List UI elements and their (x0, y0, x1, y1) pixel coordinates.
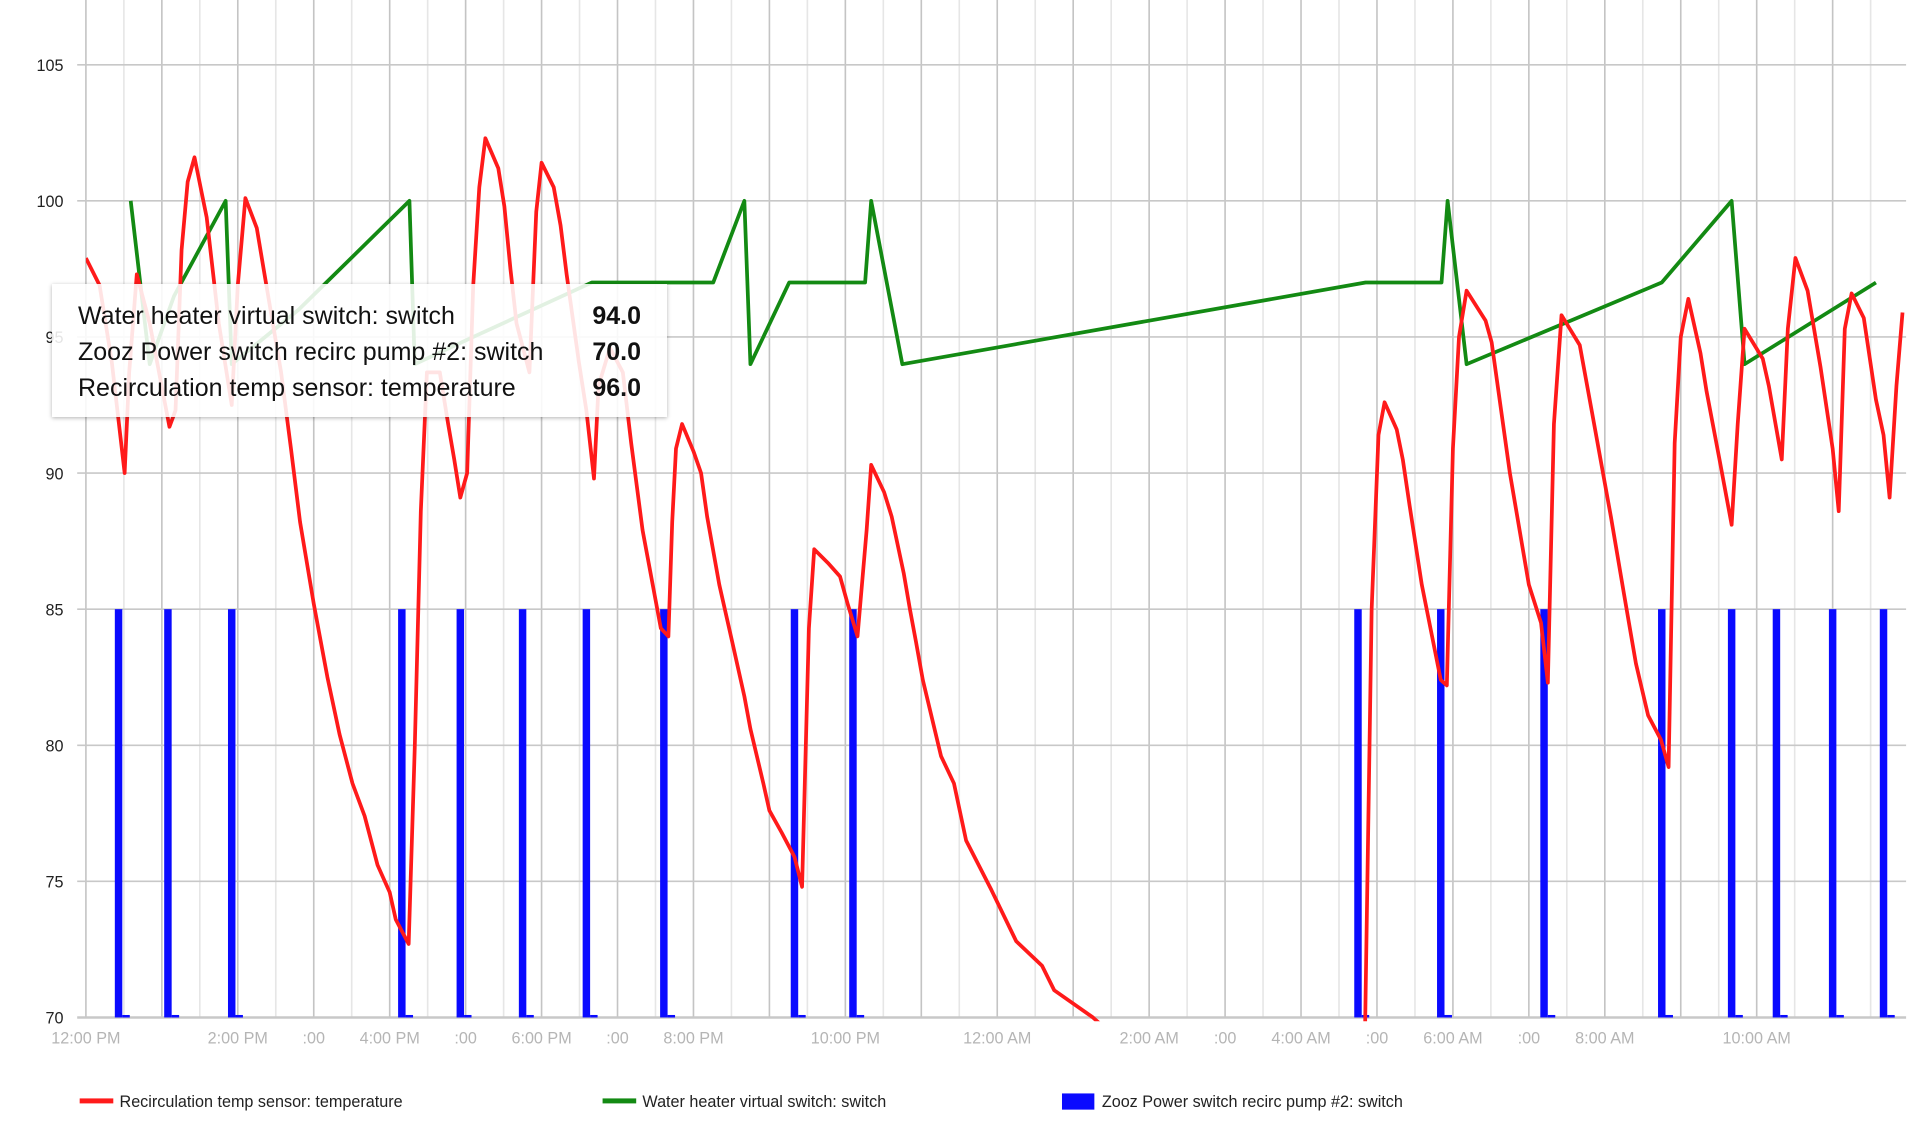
pump-on-bar (849, 609, 857, 1018)
pump-on-bar (1772, 609, 1781, 1018)
pump-on-bar (660, 609, 668, 1018)
pump-on-bar (456, 609, 465, 1018)
grid (77, 0, 1907, 1019)
y-tick-label: 70 (45, 1010, 63, 1028)
x-tick-label: :00 (606, 1030, 628, 1048)
pump-on-bar (398, 609, 406, 1018)
legend-swatch (79, 1098, 114, 1104)
tooltip-value: 96.0 (592, 374, 641, 402)
tooltip-row: Recirculation temp sensor: temperature 96… (78, 370, 641, 406)
legend: Recirculation temp sensor: temperature Wa… (79, 1093, 1403, 1111)
y-tick-label: 100 (37, 193, 64, 211)
x-tick-label: 6:00 PM (511, 1030, 571, 1048)
pump-on-bar (1437, 609, 1445, 1018)
pump-on-bar (582, 609, 591, 1018)
x-tick-label: 4:00 AM (1271, 1030, 1330, 1048)
x-tick-label: 6:00 AM (1423, 1030, 1482, 1048)
legend-label: Water heater virtual switch: switch (642, 1093, 886, 1111)
tooltip-label: Zooz Power switch recirc pump #2: switch (78, 338, 544, 366)
x-tick-label: :00 (1366, 1030, 1388, 1048)
tooltip-value: 94.0 (592, 302, 641, 330)
y-tick-label: 85 (45, 601, 63, 619)
y-tick-label: 80 (45, 737, 63, 755)
y-tick-label: 75 (45, 874, 63, 892)
x-tick-label: 2:00 AM (1119, 1030, 1178, 1048)
x-tick-label: 10:00 PM (811, 1030, 880, 1048)
y-axis: 707580859095100105 (37, 57, 64, 1028)
x-tick-label: :00 (1518, 1030, 1540, 1048)
plot-area (85, 136, 1905, 1022)
tooltip: Water heater virtual switch: switch 94.0 … (52, 284, 667, 417)
y-tick-label: 90 (45, 465, 63, 483)
pump-on-bar (790, 609, 799, 1018)
legend-label: Recirculation temp sensor: temperature (120, 1093, 403, 1111)
tooltip-value: 70.0 (592, 338, 641, 366)
tooltip-row: Zooz Power switch recirc pump #2: switch… (78, 334, 641, 370)
x-tick-label: 10:00 AM (1723, 1030, 1791, 1048)
pump-on-bar (1354, 609, 1362, 1018)
legend-swatch (602, 1098, 637, 1104)
temperature-line (85, 136, 1905, 1022)
pump-on-bar (1540, 609, 1548, 1018)
x-axis: 12:00 PM 2:00 PM :00 4:00 PM :00 6:00 PM :00 8:… (51, 1030, 1791, 1048)
x-tick-label: :00 (1214, 1030, 1236, 1048)
x-tick-label: 12:00 AM (963, 1030, 1031, 1048)
x-tick-label: :00 (303, 1030, 325, 1048)
y-tick-label: 105 (37, 57, 64, 75)
pump-on-bar (164, 609, 172, 1018)
legend-swatch (1061, 1093, 1095, 1110)
pump-on-bar (518, 609, 527, 1018)
x-tick-label: 8:00 AM (1575, 1030, 1634, 1048)
x-tick-label: :00 (454, 1030, 476, 1048)
tooltip-label: Recirculation temp sensor: temperature (78, 374, 516, 402)
pump-on-bar (1828, 609, 1837, 1018)
pump-on-bar (227, 609, 236, 1018)
x-tick-label: 2:00 PM (208, 1030, 268, 1048)
x-tick-label: 4:00 PM (360, 1030, 420, 1048)
tooltip-row: Water heater virtual switch: switch 94.0 (78, 298, 641, 334)
pump-on-bar (114, 609, 123, 1018)
legend-label: Zooz Power switch recirc pump #2: switch (1102, 1093, 1403, 1111)
pump-on-bar (1879, 609, 1888, 1018)
pump-on-bar (1658, 609, 1666, 1018)
tooltip-label: Water heater virtual switch: switch (78, 302, 455, 330)
x-tick-label: 8:00 PM (663, 1030, 723, 1048)
x-tick-label: 12:00 PM (51, 1030, 120, 1048)
pump-on-bar (1727, 609, 1736, 1018)
